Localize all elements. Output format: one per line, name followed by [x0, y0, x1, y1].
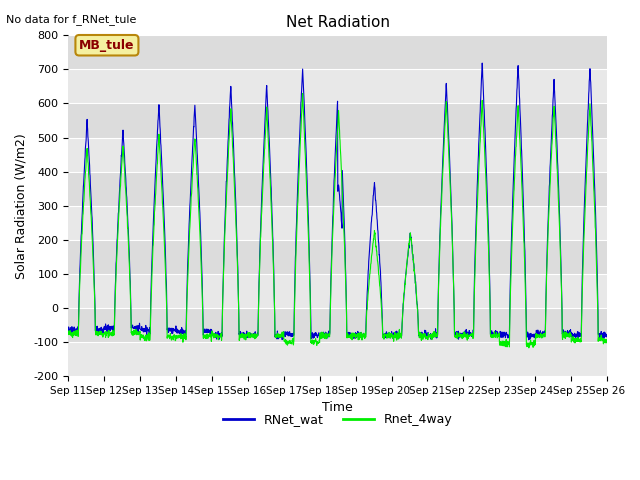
- Bar: [68, 137, 607, 171]
- RNet_wat: [574, 337, 582, 343]
- Rnet_4way: [65, 331, 72, 336]
- RNet_wat: [65, 325, 72, 331]
- RNet_wat: [494, 330, 502, 336]
- Y-axis label: Solar Radiation (W/m2): Solar Radiation (W/m2): [15, 133, 28, 278]
- Legend: RNet_wat, Rnet_4way: RNet_wat, Rnet_4way: [218, 408, 458, 431]
- Text: No data for f_RNet_tule: No data for f_RNet_tule: [6, 14, 137, 25]
- Rnet_4way: [299, 91, 307, 96]
- Line: Rnet_4way: Rnet_4way: [68, 94, 607, 348]
- Line: RNet_wat: RNet_wat: [68, 63, 607, 340]
- Title: Net Radiation: Net Radiation: [285, 15, 390, 30]
- RNet_wat: [215, 335, 223, 340]
- Text: MB_tule: MB_tule: [79, 39, 134, 52]
- X-axis label: Time: Time: [323, 401, 353, 414]
- RNet_wat: [603, 334, 611, 339]
- Rnet_4way: [571, 335, 579, 341]
- Rnet_4way: [556, 235, 564, 240]
- Rnet_4way: [353, 334, 361, 339]
- RNet_wat: [353, 330, 361, 336]
- RNet_wat: [365, 259, 372, 264]
- Bar: [68, 342, 607, 376]
- Bar: [68, 205, 607, 240]
- Rnet_4way: [603, 338, 611, 344]
- RNet_wat: [571, 330, 579, 336]
- Bar: [68, 70, 607, 104]
- Rnet_4way: [525, 345, 532, 351]
- Rnet_4way: [215, 333, 223, 338]
- RNet_wat: [556, 212, 563, 218]
- Bar: [68, 274, 607, 308]
- Rnet_4way: [494, 332, 502, 338]
- RNet_wat: [478, 60, 486, 66]
- Rnet_4way: [365, 281, 373, 287]
